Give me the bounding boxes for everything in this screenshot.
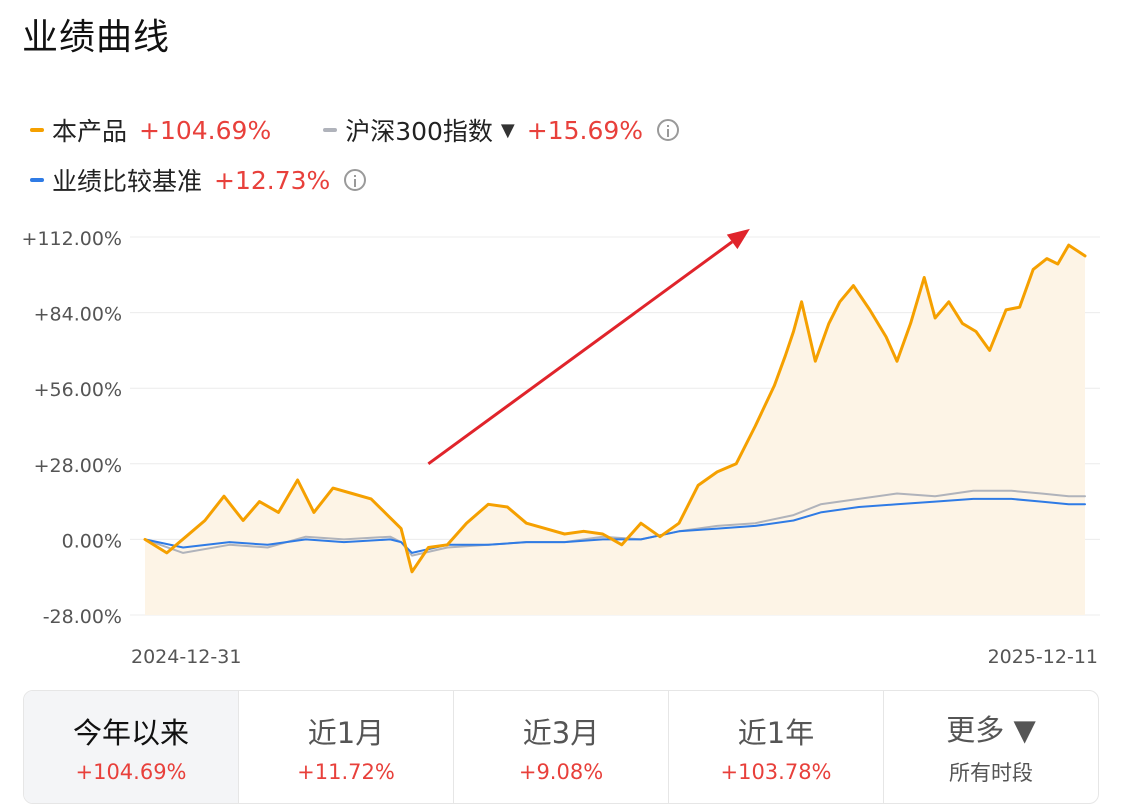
tab-value: +103.78%: [720, 760, 832, 784]
tab-value: +9.08%: [518, 760, 604, 784]
legend-swatch-product: [30, 128, 44, 132]
legend-row-1: 本产品 +104.69% 沪深300指数 ▼ +15.69%: [30, 112, 731, 148]
legend-swatch-index: [323, 128, 338, 132]
series-line: [143, 243, 1087, 574]
tab-1-month[interactable]: 近1月 +11.72%: [239, 691, 454, 803]
legend-name-product: 本产品: [52, 117, 128, 146]
x-tick-label: 2025-12-11: [988, 646, 1098, 668]
tab-3-months[interactable]: 近3月 +9.08%: [454, 691, 669, 803]
info-icon[interactable]: [344, 169, 367, 191]
chevron-down-icon[interactable]: ▼: [500, 119, 515, 141]
y-tick-label: +84.00%: [34, 304, 122, 326]
tab-value: +104.69%: [75, 760, 187, 784]
performance-chart[interactable]: +112.00% +84.00% +56.00% +28.00% 0.00% -28.00…: [0, 215, 1122, 670]
legend-name-index: 沪深300指数: [345, 117, 493, 146]
legend-item-index[interactable]: 沪深300指数 ▼ +15.69%: [323, 112, 680, 148]
info-icon[interactable]: [657, 119, 680, 141]
page-title: 业绩曲线: [22, 17, 171, 58]
legend-name-benchmark: 业绩比较基准: [52, 167, 203, 196]
legend-item-product[interactable]: 本产品 +104.69%: [30, 112, 271, 148]
y-tick-label: -28.00%: [43, 606, 122, 628]
period-tabs: 今年以来 +104.69% 近1月 +11.72% 近3月 +9.08% 近1年…: [23, 690, 1099, 804]
area-fill: [145, 245, 1085, 615]
legend-value-index: +15.69%: [526, 115, 644, 145]
y-tick-label: +56.00%: [34, 379, 122, 401]
y-tick-label: +28.00%: [34, 455, 122, 477]
tab-more[interactable]: 更多 ▼ 所有时段: [884, 691, 1098, 803]
tab-label: 今年以来: [72, 716, 189, 750]
legend-row-2: 业绩比较基准 +12.73%: [30, 162, 418, 198]
tab-sub: 所有时段: [949, 761, 1033, 785]
tab-ytd[interactable]: 今年以来 +104.69%: [24, 691, 239, 803]
legend-value-benchmark: +12.73%: [214, 165, 331, 195]
annotation-arrow-shaft: [427, 240, 733, 466]
legend-item-benchmark[interactable]: 业绩比较基准 +12.73%: [30, 162, 367, 198]
y-tick-label: +112.00%: [22, 228, 122, 250]
tab-label: 更多 ▼: [946, 713, 1036, 747]
x-tick-label: 2024-12-31: [131, 646, 241, 668]
legend-swatch-benchmark: [30, 178, 44, 182]
tab-1-year[interactable]: 近1年 +103.78%: [669, 691, 884, 803]
tab-label: 近1月: [307, 716, 385, 750]
annotation-arrow-head: [726, 228, 750, 250]
tab-label: 近3月: [522, 716, 600, 750]
series-line: [144, 497, 1086, 554]
tab-value: +11.72%: [297, 760, 395, 784]
tab-label: 近1年: [737, 716, 815, 750]
y-tick-label: 0.00%: [62, 530, 122, 552]
series-line: [144, 489, 1086, 557]
legend-value-product: +104.69%: [139, 115, 272, 145]
